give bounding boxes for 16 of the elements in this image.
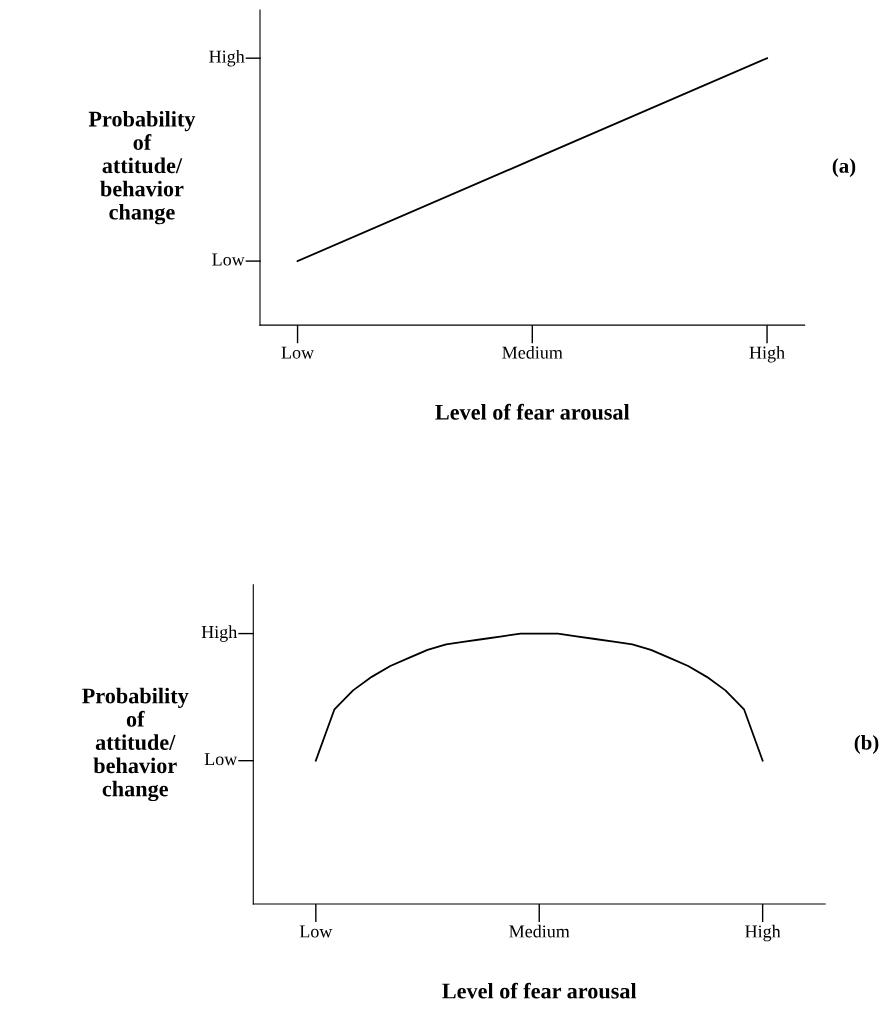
x-tick-label: Low [299,925,333,938]
y-axis-title: Probability of attitude/ behavior change [82,687,189,802]
y-axis-title: Probability of attitude/ behavior change [88,110,196,225]
text: (b) [854,735,879,754]
x-tick-label: High [745,924,781,942]
text: Low [212,253,245,266]
text: High [209,49,245,67]
text: High [201,625,238,642]
x-tick-label: Medium [502,346,563,359]
text: (a) [832,158,856,178]
text: Low [204,753,238,766]
x-axis-title: Level of fear arousal [442,982,637,999]
x-tick-label: Low [281,346,315,359]
x-axis-title: Level of fear arousal [435,403,630,420]
x-tick-label: High [749,346,785,363]
x-tick-label: Medium [509,924,570,938]
